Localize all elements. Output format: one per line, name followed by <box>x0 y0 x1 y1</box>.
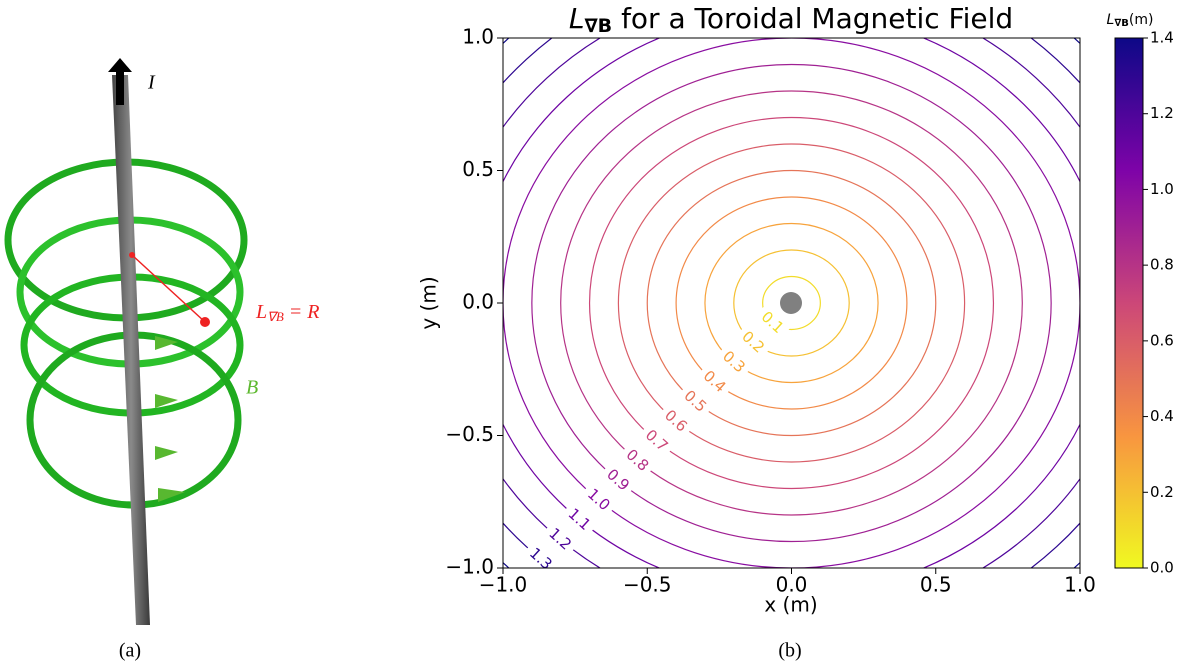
contour-label-gap <box>637 422 676 459</box>
contour-label-gap <box>541 521 579 558</box>
y-tick-label: −1.0 <box>445 555 494 579</box>
illustration: I L∇B = R B (a) <box>4 58 319 662</box>
colorbar-tick-label: 0.0 <box>1150 559 1174 577</box>
length-subscript: ∇B <box>267 309 284 324</box>
contour-line <box>704 222 879 384</box>
colorbar-tick-label: 1.4 <box>1150 29 1174 47</box>
wire-cross-section <box>780 292 802 314</box>
contour-line <box>503 38 1080 568</box>
contour-line <box>588 116 995 490</box>
contour-line <box>762 275 821 331</box>
title-subscript: ∇B <box>584 15 612 37</box>
colorbar-tick-label: 0.6 <box>1150 331 1174 349</box>
contour-label-gap <box>734 324 772 361</box>
contour-line <box>560 90 1023 516</box>
field-arrow <box>155 394 178 408</box>
contour-label-gap <box>579 481 618 518</box>
field-arrow <box>155 446 178 460</box>
radius-end <box>129 252 135 258</box>
title-rest: for a Toroidal Magnetic Field <box>612 2 1013 35</box>
chart-title: L∇B for a Toroidal Magnetic Field <box>569 2 1013 37</box>
contour-line <box>646 169 937 437</box>
field-arrow <box>155 336 178 350</box>
x-tick-label: −0.5 <box>623 573 672 597</box>
contour-label-gap <box>521 540 560 568</box>
colorbar-tick-label: 0.2 <box>1150 483 1174 501</box>
field-label: B <box>246 377 258 399</box>
colorbar <box>1114 37 1144 569</box>
contour-line <box>531 63 1052 543</box>
contour-label-gap <box>695 363 733 400</box>
length-label: L∇B = R <box>255 301 319 324</box>
x-tick-label: 0.5 <box>920 573 952 597</box>
x-tick-label: 1.0 <box>1064 573 1096 597</box>
length-symbol: L <box>255 301 267 323</box>
plot-area: 0.10.20.30.40.50.60.70.80.91.01.11.21.3 <box>503 38 1080 568</box>
title-symbol: L <box>569 2 585 35</box>
x-axis-label: x (m) <box>764 593 817 617</box>
contour-label-gap <box>714 344 753 381</box>
radius-end <box>200 317 210 327</box>
contour-label-gap <box>560 501 598 538</box>
y-tick-label: 0.0 <box>462 290 494 314</box>
current-arrow <box>108 58 132 105</box>
colorbar-tick-label: 1.0 <box>1150 180 1174 198</box>
wire <box>112 75 150 625</box>
caption: (a) <box>119 640 141 662</box>
y-axis-label: y (m) <box>417 276 441 329</box>
current-label: I <box>147 72 156 94</box>
field-arrow <box>158 488 185 502</box>
y-tick-label: 0.5 <box>462 157 494 181</box>
colorbar-label: L∇B(m) <box>1107 12 1154 29</box>
contour-label-gap <box>753 304 791 341</box>
length-rest: = R <box>284 301 320 323</box>
contour-label-gap <box>599 462 637 499</box>
contour-label-gap <box>676 383 714 420</box>
x-tick-label: −1.0 <box>479 573 528 597</box>
colorbar-tick-label: 1.2 <box>1150 104 1174 122</box>
radius-line <box>131 254 206 323</box>
contour-label-gap <box>618 442 656 479</box>
colorbar-tick-label: 0.4 <box>1150 407 1174 425</box>
colorbar-symbol: L <box>1107 12 1115 28</box>
contour-line <box>675 196 908 410</box>
caption: (b) <box>778 640 801 662</box>
contour-label-gap <box>657 403 695 440</box>
contour-line <box>733 249 850 357</box>
contour-line <box>617 143 966 463</box>
colorbar-unit: (m) <box>1129 12 1154 28</box>
y-tick-label: −0.5 <box>445 422 494 446</box>
colorbar-subscript: ∇B <box>1114 18 1129 29</box>
colorbar-tick-label: 0.8 <box>1150 256 1174 274</box>
y-tick-label: 1.0 <box>462 25 494 49</box>
x-tick-label: 0.0 <box>776 573 808 597</box>
